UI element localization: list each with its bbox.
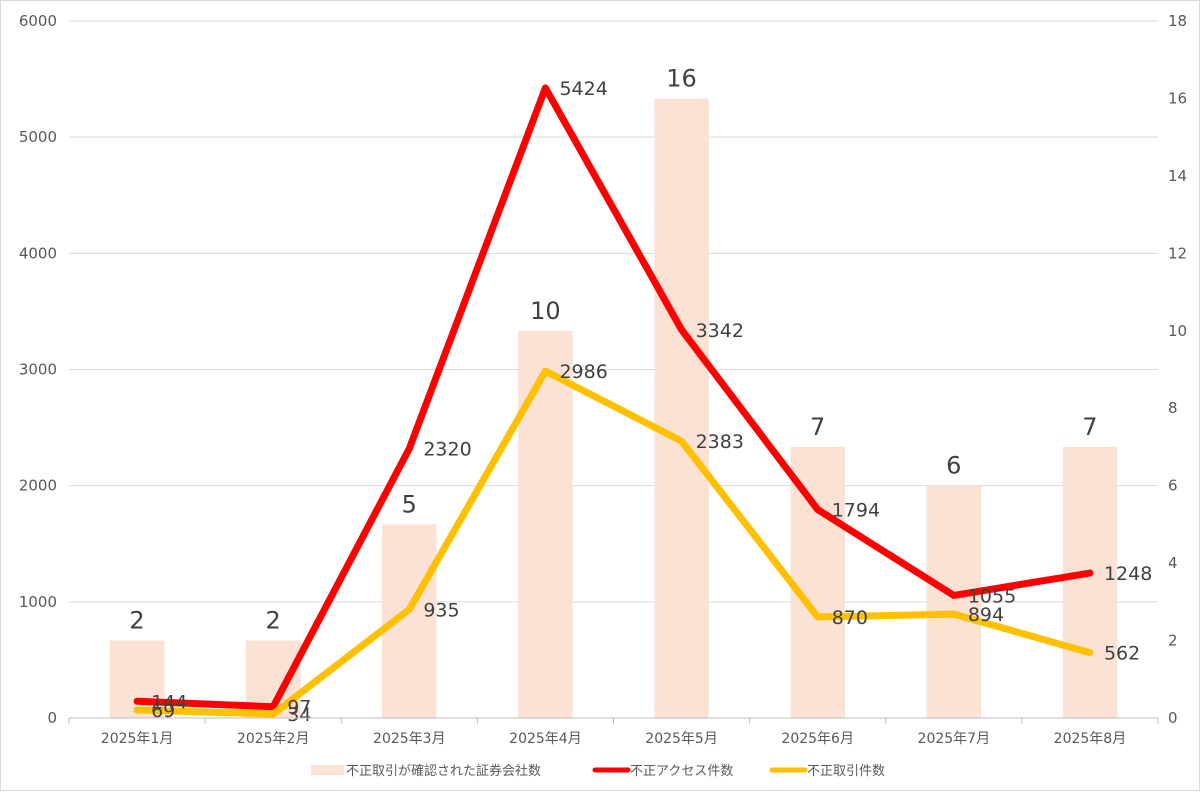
- transaction-count-label: 2383: [696, 431, 744, 453]
- x-axis-category-label: 2025年3月: [373, 731, 446, 747]
- right-axis-tick-label: 10: [1168, 322, 1187, 340]
- x-axis-category-label: 2025年4月: [509, 731, 582, 747]
- x-axis-category-label: 2025年5月: [645, 731, 718, 747]
- bar-data-label: 6: [946, 452, 961, 480]
- data-labels: 2 2 5 10 16 7 6 7 144 97 2320 5424 3342 1794 1055 1248 6…: [129, 64, 1152, 726]
- right-axis-tick-label: 4: [1168, 554, 1178, 572]
- bar: [518, 330, 573, 718]
- transaction-count-label: 935: [423, 599, 459, 621]
- x-axis-category-label: 2025年8月: [1054, 731, 1127, 747]
- right-axis-tick-label: 0: [1168, 709, 1178, 727]
- left-axis-tick-label: 3000: [19, 361, 57, 379]
- left-axis-tick-label: 6000: [19, 12, 57, 30]
- x-axis-category-label: 2025年2月: [237, 731, 310, 747]
- bar-data-label: 10: [530, 297, 561, 325]
- transaction-count-label: 894: [968, 604, 1004, 626]
- access-count-label: 1055: [968, 585, 1016, 607]
- x-axis-category-label: 2025年6月: [781, 731, 854, 747]
- access-count-line: [133, 84, 1094, 711]
- x-axis-category-label: 2025年7月: [918, 731, 991, 747]
- left-axis-tick-label: 1000: [19, 593, 57, 611]
- legend-label: 不正取引が確認された証券会社数: [346, 763, 541, 779]
- transaction-count-label: 870: [832, 607, 868, 629]
- left-axis-tick-label: 4000: [19, 244, 57, 262]
- access-count-label: 2320: [423, 438, 471, 460]
- bar: [654, 98, 709, 718]
- access-count-label: 1248: [1104, 563, 1152, 585]
- legend: 不正取引が確認された証券会社数 不正アクセス件数 不正取引件数: [311, 763, 885, 779]
- right-axis-tick-label: 2: [1168, 632, 1178, 650]
- access-count-label: 144: [151, 691, 187, 713]
- bar: [1062, 446, 1118, 718]
- x-axis-category-label: 2025年1月: [101, 731, 174, 747]
- left-axis-tick-label: 5000: [19, 128, 57, 146]
- right-axis-tick-label: 16: [1168, 89, 1187, 107]
- transaction-count-label: 2986: [559, 361, 607, 383]
- line-series: [133, 84, 1094, 718]
- right-axis-tick-label: 12: [1168, 244, 1187, 262]
- bar: [790, 446, 845, 718]
- transaction-count-label: 69: [151, 700, 175, 722]
- transaction-count-label: 562: [1104, 643, 1140, 665]
- bar-data-label: 5: [402, 490, 417, 518]
- axes: 0 1000 2000 3000 4000 5000 6000 0 2 4 6 8 10 12 14 16 18…: [19, 12, 1187, 747]
- left-axis-tick-label: 2000: [19, 477, 57, 495]
- access-count-label: 5424: [559, 78, 607, 100]
- bar-data-label: 2: [266, 607, 281, 635]
- transaction-count-label: 34: [287, 704, 311, 726]
- access-count-label: 3342: [696, 320, 744, 342]
- bar-data-label: 7: [1082, 413, 1097, 441]
- legend-swatch-bar: [311, 765, 344, 775]
- legend-label: 不正アクセス件数: [630, 764, 733, 779]
- bar-data-label: 16: [666, 64, 697, 92]
- access-count-label: 97: [287, 697, 311, 719]
- right-axis-tick-label: 6: [1168, 477, 1178, 495]
- legend-label: 不正取引件数: [807, 764, 885, 779]
- transaction-count-line: [133, 367, 1094, 718]
- bar-data-label: 2: [129, 607, 144, 635]
- gridlines: [69, 20, 1158, 719]
- right-axis-tick-label: 18: [1168, 12, 1187, 30]
- right-axis-tick-label: 14: [1168, 167, 1187, 185]
- bar-data-label: 7: [810, 413, 825, 441]
- right-axis-tick-label: 8: [1168, 399, 1178, 417]
- bar: [926, 485, 982, 718]
- left-axis-tick-label: 0: [47, 709, 57, 727]
- access-count-label: 1794: [832, 500, 880, 522]
